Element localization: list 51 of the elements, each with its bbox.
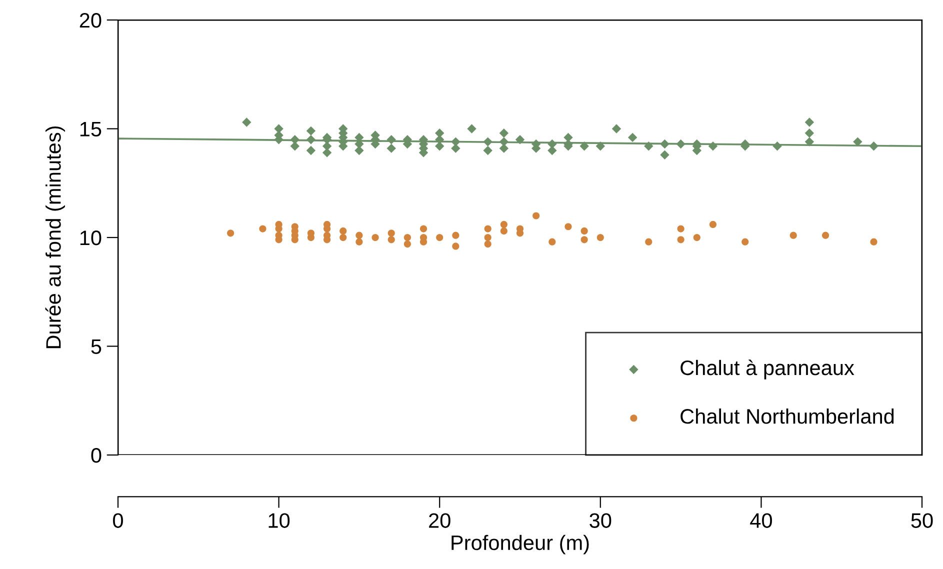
point bbox=[548, 238, 556, 246]
point bbox=[596, 234, 604, 242]
y-tick-label: 5 bbox=[91, 339, 102, 354]
y-tick-label: 0 bbox=[91, 448, 102, 463]
point bbox=[677, 236, 684, 244]
point bbox=[742, 238, 749, 246]
point bbox=[259, 225, 266, 232]
x-tick-label: 50 bbox=[911, 513, 933, 528]
y-tick-label: 10 bbox=[80, 230, 102, 246]
point bbox=[388, 236, 395, 244]
point bbox=[580, 227, 588, 235]
y-tick-label: 15 bbox=[80, 122, 102, 137]
point bbox=[372, 234, 379, 242]
point bbox=[484, 225, 492, 232]
point bbox=[436, 234, 444, 242]
point bbox=[645, 238, 652, 246]
x-axis-title: Profondeur (m) bbox=[452, 534, 589, 554]
legend-label: Chalut Northumberland bbox=[680, 408, 894, 424]
x-tick-label: 40 bbox=[750, 513, 772, 528]
point bbox=[404, 234, 411, 242]
y-axis-title: Durée au fond (minutes) bbox=[45, 126, 65, 348]
legend-label: Chalut à panneaux bbox=[680, 360, 854, 380]
point bbox=[822, 232, 830, 239]
y-tick-label: 20 bbox=[80, 13, 102, 28]
point bbox=[340, 234, 347, 242]
point bbox=[404, 240, 411, 248]
point bbox=[532, 212, 540, 220]
point bbox=[580, 236, 588, 244]
point bbox=[790, 232, 797, 239]
point bbox=[356, 232, 363, 239]
point bbox=[516, 230, 524, 237]
point bbox=[388, 230, 395, 237]
point bbox=[500, 227, 508, 235]
point bbox=[452, 242, 460, 250]
point bbox=[500, 220, 508, 228]
point bbox=[484, 234, 492, 242]
x-tick-label: 30 bbox=[590, 513, 612, 528]
point bbox=[420, 225, 428, 232]
point bbox=[227, 230, 234, 237]
point bbox=[709, 220, 716, 228]
x-tick-label: 10 bbox=[268, 513, 290, 528]
point bbox=[693, 234, 700, 242]
point bbox=[340, 227, 347, 235]
x-tick-label: 0 bbox=[113, 513, 123, 528]
point bbox=[356, 238, 363, 246]
point bbox=[452, 232, 460, 239]
point bbox=[484, 240, 492, 248]
x-tick-label: 20 bbox=[429, 513, 450, 528]
point bbox=[677, 225, 684, 232]
point bbox=[870, 238, 878, 246]
point bbox=[564, 223, 572, 230]
